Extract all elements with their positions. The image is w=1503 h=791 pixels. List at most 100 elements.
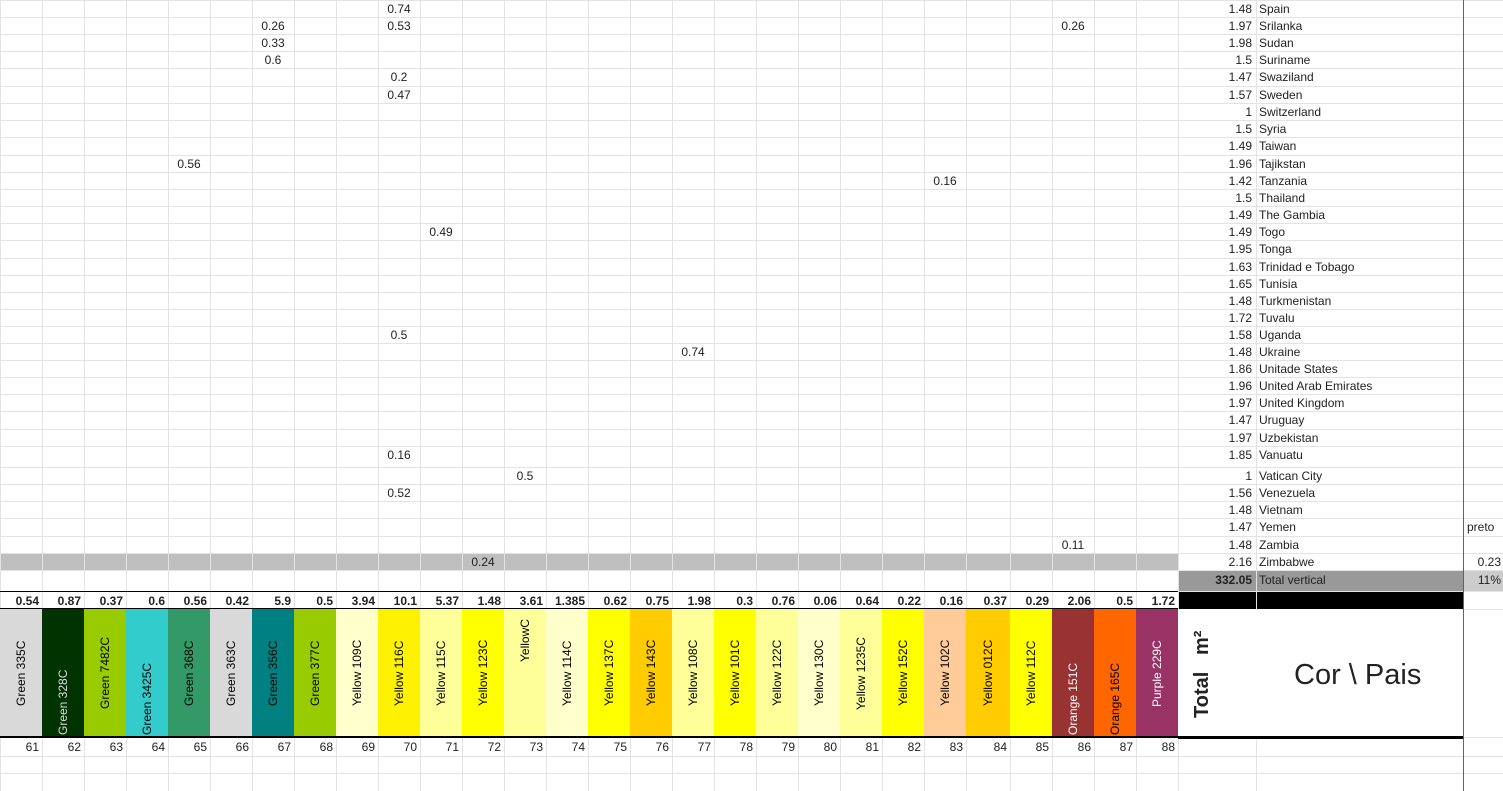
color-total-value[interactable]: 5.9 (274, 594, 291, 608)
color-total-value[interactable]: 0.56 (183, 594, 207, 608)
sheet-cell-value[interactable]: 0.74 (681, 345, 705, 359)
country-value[interactable]: 1.57 (1228, 88, 1252, 102)
color-swatch-header[interactable]: Yellow 012C (966, 609, 1011, 737)
color-total-value[interactable]: 3.94 (351, 594, 375, 608)
color-total-value[interactable]: 1.385 (554, 594, 585, 608)
country-name[interactable]: Vietnam (1259, 503, 1303, 517)
country-value[interactable]: 1.96 (1228, 379, 1252, 393)
color-total-value[interactable]: 1.72 (1151, 594, 1175, 608)
color-total-value[interactable]: 0.6 (148, 594, 165, 608)
country-name[interactable]: Thailand (1259, 191, 1306, 205)
sheet-cell-value[interactable]: 0.11 (1061, 538, 1085, 552)
color-swatch-header[interactable]: Yellow 130C (798, 609, 841, 737)
sheet-cell-value[interactable]: 0.24 (471, 555, 495, 569)
country-name[interactable]: Swaziland (1259, 70, 1314, 84)
color-total-value[interactable]: 0.62 (603, 594, 627, 608)
country-value[interactable]: 1.47 (1228, 413, 1252, 427)
color-swatch-header[interactable]: Green 3425C (126, 609, 169, 737)
column-number[interactable]: 61 (25, 740, 39, 754)
country-name[interactable]: Tajikstan (1259, 157, 1306, 171)
color-total-value[interactable]: 2.06 (1067, 594, 1091, 608)
country-name[interactable]: Uzbekistan (1259, 431, 1319, 445)
column-number[interactable]: 83 (949, 740, 963, 754)
column-number[interactable]: 64 (151, 740, 165, 754)
country-value[interactable]: 1.48 (1228, 538, 1252, 552)
country-value[interactable]: 1.98 (1228, 36, 1252, 50)
country-value[interactable]: 1.48 (1228, 503, 1252, 517)
country-value[interactable]: 1.49 (1228, 208, 1252, 222)
color-total-value[interactable]: 0.42 (225, 594, 249, 608)
column-number[interactable]: 62 (67, 740, 81, 754)
column-number[interactable]: 78 (739, 740, 753, 754)
country-name[interactable]: Srilanka (1259, 19, 1303, 33)
sheet-cell-value[interactable]: 0.33 (261, 36, 285, 50)
country-name[interactable]: Turkmenistan (1259, 294, 1332, 308)
sheet-cell-value[interactable]: 0.49 (429, 225, 453, 239)
color-swatch-header[interactable]: Green 368C (168, 609, 211, 737)
color-swatch-header[interactable]: Purple 229C (1136, 609, 1179, 737)
country-value[interactable]: 1.86 (1228, 362, 1252, 376)
country-value[interactable]: 1.47 (1228, 520, 1252, 534)
country-name[interactable]: Tunisia (1259, 277, 1298, 291)
zimbabwe-extra-cell[interactable]: 0.23 (1477, 555, 1501, 569)
sheet-cell-value[interactable]: 0.74 (387, 2, 411, 16)
country-name[interactable]: Uruguay (1259, 413, 1305, 427)
column-number[interactable]: 68 (319, 740, 333, 754)
color-swatch-header[interactable]: Yellow 101C (714, 609, 757, 737)
color-total-value[interactable]: 0.16 (939, 594, 963, 608)
sheet-cell-value[interactable]: 0.26 (1061, 19, 1085, 33)
country-value[interactable]: 1.49 (1228, 225, 1252, 239)
country-name[interactable]: Switzerland (1259, 105, 1322, 119)
column-number[interactable]: 86 (1077, 740, 1091, 754)
color-total-value[interactable]: 10.1 (393, 594, 417, 608)
color-total-value[interactable]: 0.5 (1116, 594, 1133, 608)
column-number[interactable]: 88 (1161, 740, 1175, 754)
total-vertical-label[interactable]: Total vertical (1259, 573, 1326, 587)
color-swatch-header[interactable]: Yellow 1235C (840, 609, 883, 737)
country-name[interactable]: Tuvalu (1259, 311, 1295, 325)
color-swatch-header[interactable]: Yellow 122C (756, 609, 799, 737)
country-name[interactable]: Yemen (1259, 520, 1296, 534)
country-name[interactable]: Unitade States (1259, 362, 1338, 376)
country-name[interactable]: The Gambia (1259, 208, 1326, 222)
color-swatch-header[interactable]: Green 335C (0, 609, 43, 737)
color-total-value[interactable]: 0.5 (316, 594, 333, 608)
color-total-value[interactable]: 0.54 (15, 594, 39, 608)
column-number[interactable]: 73 (529, 740, 543, 754)
color-total-value[interactable]: 0.22 (897, 594, 921, 608)
column-number[interactable]: 71 (445, 740, 459, 754)
country-value[interactable]: 1.48 (1228, 294, 1252, 308)
color-total-value[interactable]: 0.64 (855, 594, 879, 608)
country-value[interactable]: 1.42 (1228, 174, 1252, 188)
country-value[interactable]: 2.16 (1228, 555, 1252, 569)
country-value[interactable]: 1 (1245, 469, 1252, 483)
color-swatch-header[interactable]: Orange 151C (1052, 609, 1095, 737)
sheet-cell-value[interactable]: 0.5 (516, 469, 534, 483)
country-name[interactable]: Zimbabwe (1259, 555, 1315, 569)
country-name[interactable]: Ukraine (1259, 345, 1301, 359)
column-number[interactable]: 75 (613, 740, 627, 754)
country-value[interactable]: 1.47 (1228, 70, 1252, 84)
sheet-cell-value[interactable]: 0.16 (387, 448, 411, 462)
country-name[interactable]: Zambia (1259, 538, 1300, 552)
column-number[interactable]: 63 (109, 740, 123, 754)
column-number[interactable]: 65 (193, 740, 207, 754)
sheet-cell-value[interactable]: 0.47 (387, 88, 411, 102)
color-total-value[interactable]: 3.61 (519, 594, 543, 608)
color-swatch-header[interactable]: Yellow 114C (546, 609, 589, 737)
country-name[interactable]: Tonga (1259, 242, 1292, 256)
color-total-value[interactable]: 5.37 (435, 594, 459, 608)
column-number[interactable]: 87 (1119, 740, 1133, 754)
color-total-value[interactable]: 0.87 (57, 594, 81, 608)
color-swatch-header[interactable]: Green 356C (252, 609, 295, 737)
country-name[interactable]: Trinidad e Tobago (1259, 260, 1355, 274)
color-swatch-header[interactable]: Yellow 116C (378, 609, 421, 737)
country-value[interactable]: 1.63 (1228, 260, 1252, 274)
country-name[interactable]: Vatican City (1259, 469, 1323, 483)
country-name[interactable]: United Arab Emirates (1259, 379, 1373, 393)
country-value[interactable]: 1.97 (1228, 431, 1252, 445)
total-vertical-percent[interactable]: 11% (1477, 573, 1501, 587)
country-value[interactable]: 1.95 (1228, 242, 1252, 256)
country-value[interactable]: 1.58 (1228, 328, 1252, 342)
